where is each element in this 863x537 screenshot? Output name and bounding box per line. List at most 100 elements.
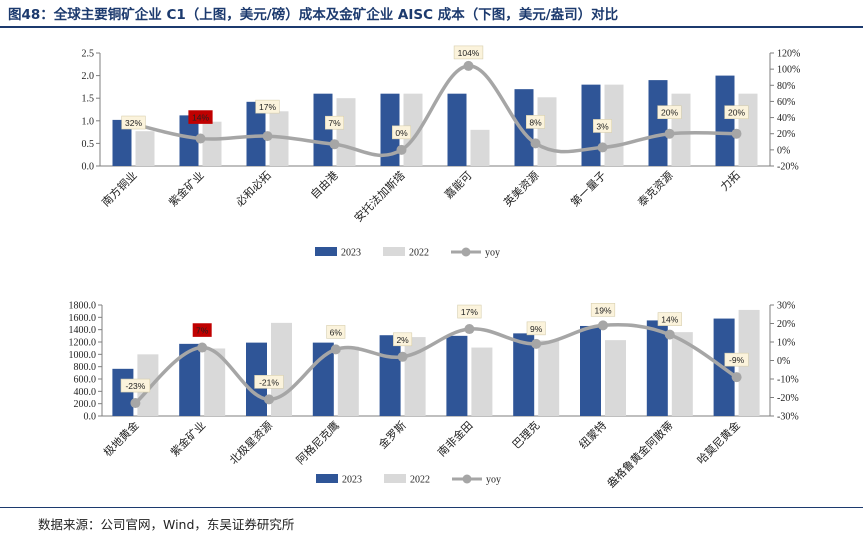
category-label: 金罗斯 [375,418,408,451]
bar-2023 [514,89,534,166]
bar-2023 [580,325,601,416]
bar-2023 [646,320,668,416]
category-label: 力拓 [717,168,742,193]
yoy-label-box [391,125,411,140]
yoy-point [397,351,408,362]
category-label: 英美资源 [501,168,542,209]
bar-2023 [446,335,468,416]
yoy-label-box [188,110,213,124]
yoy-data-label: 19% [594,305,611,315]
bar-2022 [135,131,155,166]
right-tick-label: 100% [777,65,800,76]
right-tick-label: 0% [777,356,790,367]
yoy-point [262,131,273,142]
yoy-data-label: 32% [125,118,142,128]
bar-2022 [538,340,560,416]
yoy-data-label: 14% [661,315,678,325]
bar-2023 [581,84,601,166]
yoy-label-box [192,323,212,337]
bar-2023 [380,93,400,166]
yoy-label-box [120,378,151,393]
bar-2022 [403,93,423,166]
yoy-data-label: 0% [395,128,408,138]
bar-2023 [179,115,199,166]
left-tick-label: 1.0 [82,116,95,127]
legend-marker-yoy [462,474,472,484]
bar-2022 [336,98,356,166]
source-rule [0,507,863,508]
category-label: 嘉能可 [441,168,474,201]
yoy-point [197,342,208,353]
category-label: 阿格尼克鹰 [293,418,342,467]
yoy-label-box [254,375,284,389]
left-tick-label: 0.5 [82,139,95,150]
right-tick-label: 20% [777,319,795,330]
bar-2022 [471,347,493,416]
left-tick-label: 800.0 [74,362,97,373]
yoy-label-box [526,321,546,336]
yoy-data-label: 20% [661,108,678,118]
bar-2023 [112,119,132,166]
right-tick-label: -20% [777,162,799,173]
bar-2022 [337,346,359,416]
left-tick-label: 1200.0 [69,338,97,349]
category-label: 纽蒙特 [576,418,609,451]
left-tick-label: 600.0 [74,375,97,386]
legend-label-2023: 2023 [341,248,361,259]
category-label: 南非金田 [435,418,476,459]
yoy-data-label: -9% [729,355,745,365]
legend-label-2022: 2022 [409,248,429,259]
yoy-label-box [525,115,545,129]
category-label: 巴理克 [510,419,543,452]
bar-2023 [112,368,134,416]
yoy-data-label: 20% [728,108,745,118]
yoy-data-label: 17% [259,102,276,112]
chart-1 [96,45,774,257]
yoy-label-box [393,332,413,347]
legend-swatch-2023 [315,247,337,256]
left-tick-label: 400.0 [74,387,97,398]
bar-2023 [648,80,668,166]
yoy-point [130,398,141,409]
bar-2022 [738,93,758,166]
legend-label-yoy: yoy [485,248,500,259]
yoy-label-box [724,352,749,367]
yoy-point [664,329,675,340]
yoy-point [530,138,541,149]
yoy-line [134,323,738,405]
legend-swatch-2022 [383,247,405,256]
category-label: 必和必拓 [233,168,274,209]
left-tick-label: 0.0 [84,412,97,423]
yoy-data-label: -23% [125,381,145,391]
yoy-point [195,133,206,144]
right-tick-label: 60% [777,97,795,108]
yoy-point [598,320,608,331]
category-label: 第一量子 [568,168,609,209]
category-label: 泰克资源 [635,168,676,209]
legend-marker-yoy [461,247,471,257]
bar-2023 [513,333,535,416]
source-note: 数据来源：公司官网，Wind，东吴证券研究所 [38,517,295,532]
yoy-data-label: 2% [396,335,409,345]
bar-2023 [715,75,735,166]
bar-2022 [738,309,760,416]
yoy-data-label: 7% [196,326,209,336]
yoy-label-box [324,115,344,130]
yoy-point [597,142,608,153]
yoy-point [264,394,274,405]
yoy-label-box [255,99,280,114]
right-tick-label: -30% [777,412,799,423]
legend-swatch-2022 [384,474,406,483]
bar-2023 [246,101,266,166]
bar-2022 [671,93,691,166]
yoy-point [731,128,742,139]
legend-label-2022: 2022 [410,475,430,486]
yoy-data-label: 8% [529,117,542,127]
left-tick-label: 2.0 [82,71,95,82]
legend-label-2023: 2023 [342,475,362,486]
title-rule [0,26,863,28]
yoy-point [731,372,742,383]
bar-2022 [671,332,693,416]
left-tick-label: 200.0 [74,399,97,410]
legend-swatch-2023 [316,474,338,483]
